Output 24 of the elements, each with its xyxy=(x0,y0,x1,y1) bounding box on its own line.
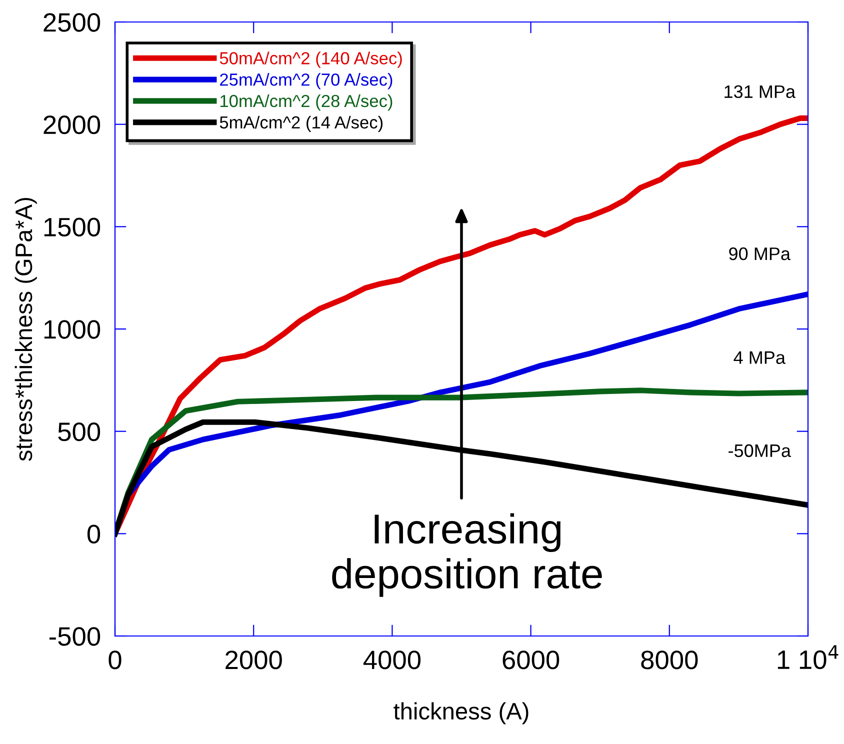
y-axis-title: stress*thickness (GPa*A) xyxy=(14,198,37,461)
annotation: 90 MPa xyxy=(729,247,790,260)
annotation: 4 MPa xyxy=(734,351,786,364)
y-tick-label: 500 xyxy=(58,422,100,442)
legend-label: 10mA/cm^2 (28 A/sec) xyxy=(220,94,392,111)
x-tick-label: 4000 xyxy=(363,650,421,670)
x-tick-label: 6000 xyxy=(502,650,560,670)
x-axis-title: thickness (A) xyxy=(394,702,528,724)
legend-label: 50mA/cm^2 (140 A/sec) xyxy=(220,52,402,68)
y-tick-label: 1000 xyxy=(44,320,100,339)
legend-label: 25mA/cm^2 (70 A/sec) xyxy=(220,73,392,90)
x-tick-label: 8000 xyxy=(641,650,698,670)
x-tick-label: 1 10$^{4}$ xyxy=(778,645,838,670)
x-tick-label: 2000 xyxy=(226,650,282,670)
y-tick-label: 2000 xyxy=(44,115,100,134)
x-tick-label: 0 xyxy=(108,650,122,670)
annotation: -50MPa xyxy=(728,444,791,458)
y-tick-label: 0 xyxy=(87,524,100,544)
y-tick-label: 1500 xyxy=(44,218,100,236)
annotation: Increasing deposition rate xyxy=(332,513,602,597)
y-tick-label: -500 xyxy=(49,627,100,646)
y-tick-label: 2500 xyxy=(44,13,100,32)
legend-label: 5mA/cm^2 (14 A/sec) xyxy=(220,116,383,132)
annotation: 131 MPa xyxy=(724,85,796,98)
